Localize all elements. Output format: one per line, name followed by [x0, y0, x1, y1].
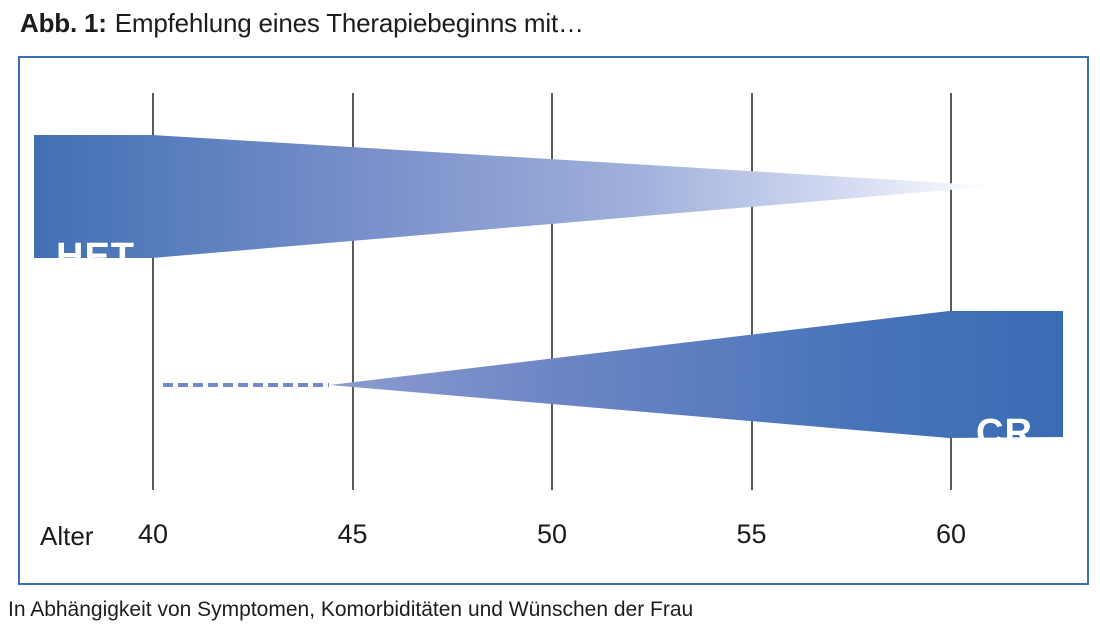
het-band-label: HET [56, 236, 135, 278]
figure-number: Abb. 1: [20, 8, 107, 38]
figure-title: Abb. 1: Empfehlung eines Therapiebeginns … [20, 8, 584, 39]
x-axis-title: Alter [40, 521, 94, 551]
gridline-age-55 [750, 93, 753, 490]
figure-caption: In Abhängigkeit von Symptomen, Komorbidi… [8, 598, 694, 621]
tick-label-age-60: 60 [935, 519, 967, 549]
gridline-age-50 [551, 93, 553, 490]
cr-dashed-lead-line [163, 383, 329, 387]
wedges-svg [34, 135, 1063, 438]
cr-band-label: CR [976, 412, 1033, 454]
gridline-age-60 [950, 93, 952, 490]
het-wedge [34, 135, 996, 258]
figure-title-text: Empfehlung eines Therapiebeginns mit… [114, 8, 584, 38]
tick-label-age-50: 50 [536, 519, 568, 549]
chart-area: 40 45 50 55 60 HET [18, 56, 1089, 585]
tick-label-age-55: 55 [736, 519, 767, 549]
gridline-age-40 [152, 93, 154, 490]
tick-label-age-40: 40 [137, 519, 169, 549]
gridline-age-45 [351, 93, 354, 490]
cr-wedge [330, 311, 1063, 438]
tick-label-age-45: 45 [337, 519, 368, 549]
